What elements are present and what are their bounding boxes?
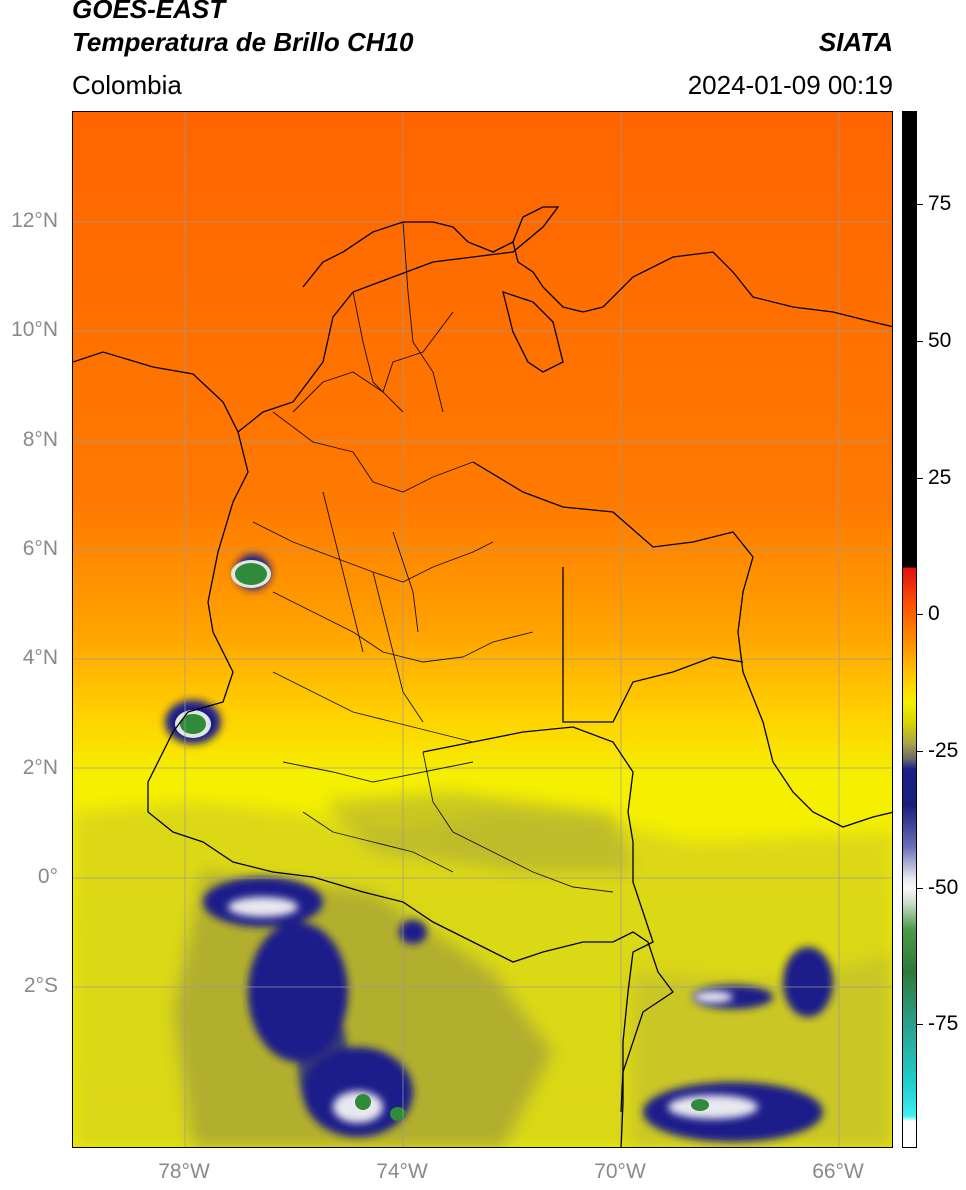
- product-title: GOES-EAST: [72, 0, 226, 24]
- datetime-label: 2024-01-09 00:19: [687, 70, 893, 100]
- lat-label-2n: 2°N: [22, 756, 58, 779]
- lon-label-66w: 66°W: [812, 1160, 864, 1183]
- colorbar-label-0: 0: [928, 602, 940, 625]
- colorbar-label-75: 75: [928, 192, 952, 215]
- colorbar-tick-minus75: [917, 1024, 923, 1025]
- colorbar-label-minus25: -25: [928, 739, 959, 762]
- colorbar-tick-0: [917, 614, 923, 615]
- graticule: [73, 112, 892, 1147]
- department-borders: [252, 221, 614, 893]
- colorbar-tick-50: [917, 341, 923, 342]
- lat-label-12n: 12°N: [11, 209, 58, 232]
- lat-label-2s: 2°S: [23, 974, 58, 997]
- lat-label-8n: 8°N: [22, 428, 58, 451]
- country-borders: [73, 206, 892, 1147]
- region-label: Colombia: [72, 70, 182, 100]
- product-subtitle: Temperatura de Brillo CH10: [72, 27, 414, 57]
- colorbar-label-minus50: -50: [928, 876, 959, 899]
- colorbar-tick-minus25: [917, 751, 923, 752]
- colorbar-tick-75: [917, 204, 923, 205]
- colorbar-label-minus75: -75: [928, 1012, 959, 1035]
- lat-label-0: 0°: [37, 865, 58, 888]
- brightness-temperature-field: [73, 112, 892, 1147]
- lat-label-6n: 6°N: [22, 537, 58, 560]
- agency-label: SIATA: [818, 27, 893, 57]
- colorbar-label-50: 50: [928, 329, 952, 352]
- lat-label-10n: 10°N: [11, 318, 58, 341]
- very-cold-cores: [228, 897, 758, 1123]
- lon-label-78w: 78°W: [158, 1160, 210, 1183]
- lon-label-70w: 70°W: [594, 1160, 646, 1183]
- satellite-map: [72, 111, 893, 1148]
- colorbar-tick-minus50: [917, 888, 923, 889]
- lon-label-74w: 74°W: [376, 1160, 428, 1183]
- colorbar-tick-25: [917, 478, 923, 479]
- lat-label-4n: 4°N: [22, 646, 58, 669]
- temperature-colorbar: [902, 111, 917, 1148]
- colorbar-label-25: 25: [928, 466, 952, 489]
